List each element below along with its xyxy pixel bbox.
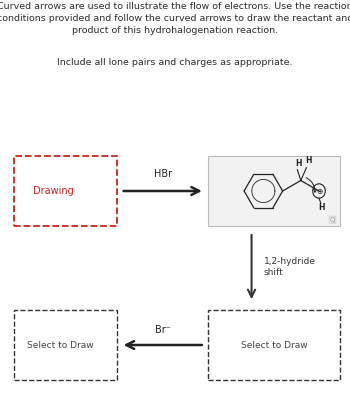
Text: 1,2-hydride
shift: 1,2-hydride shift — [264, 257, 316, 278]
Text: Drawing: Drawing — [33, 186, 74, 196]
Text: H: H — [305, 156, 312, 165]
Text: Br⁻: Br⁻ — [155, 325, 171, 335]
Text: Q: Q — [330, 217, 335, 223]
FancyBboxPatch shape — [208, 156, 340, 226]
Text: Include all lone pairs and charges as appropriate.: Include all lone pairs and charges as ap… — [57, 58, 293, 67]
Text: H: H — [318, 203, 325, 212]
Text: Select to Draw: Select to Draw — [240, 340, 307, 350]
Text: H: H — [295, 160, 301, 168]
Text: Select to Draw: Select to Draw — [27, 340, 94, 350]
Text: ⊕: ⊕ — [316, 186, 322, 196]
Text: Curved arrows are used to illustrate the flow of electrons. Use the reaction
con: Curved arrows are used to illustrate the… — [0, 2, 350, 35]
Text: HBr: HBr — [154, 169, 172, 179]
